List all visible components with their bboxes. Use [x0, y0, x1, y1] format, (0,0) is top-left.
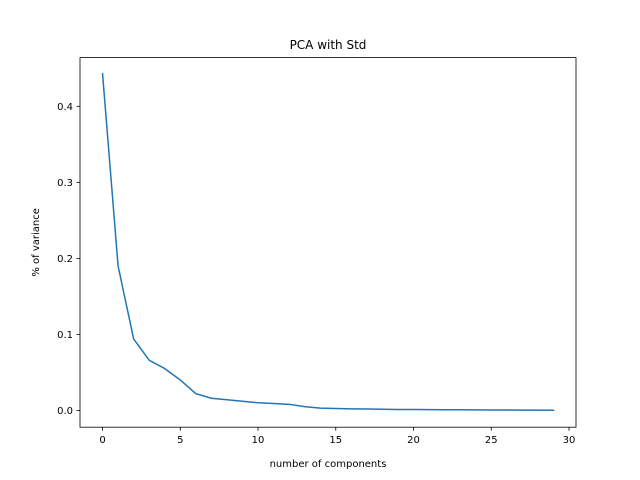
x-tick-label: 25 [485, 435, 498, 446]
x-axis-label: number of components [270, 459, 387, 470]
series-layer [101, 72, 555, 412]
x-tick-label: 20 [407, 435, 420, 446]
x-tick-label: 0 [99, 435, 105, 446]
y-tick-label: 0.1 [57, 330, 73, 341]
x-tick-label: 30 [563, 435, 576, 446]
y-axis-label: % of variance [31, 208, 42, 277]
y-tick-label: 0.2 [57, 254, 73, 265]
plot-area [80, 57, 576, 428]
y-tick-label: 0.4 [57, 102, 73, 113]
series-line [101, 72, 555, 412]
y-tick-label: 0.0 [57, 406, 73, 417]
x-tick-label: 15 [329, 435, 342, 446]
x-tick-label: 5 [177, 435, 183, 446]
plot-frame [79, 57, 577, 428]
x-tick-label: 10 [252, 435, 265, 446]
chart-title: PCA with Std [290, 38, 367, 52]
ticks-layer: 0 5 10 15 20 25 30 0.0 0.1 0.2 0.3 0.4 [57, 102, 575, 446]
y-tick-label: 0.3 [57, 178, 73, 189]
